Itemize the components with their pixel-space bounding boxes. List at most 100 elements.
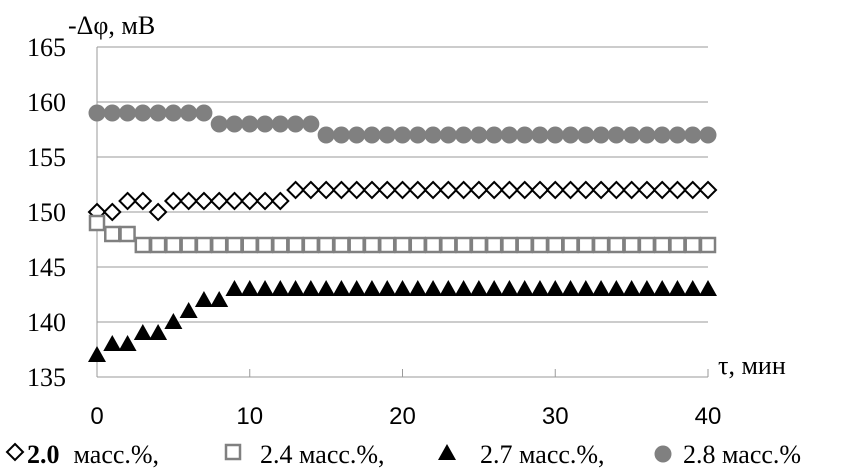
point-s2-37 bbox=[653, 236, 671, 254]
y-tick-label-155: 155 bbox=[27, 143, 66, 172]
point-s3-19 bbox=[378, 280, 397, 296]
point-s2-3 bbox=[134, 236, 152, 254]
point-s1-40 bbox=[698, 180, 718, 200]
point-s1-13 bbox=[286, 180, 305, 200]
point-s1-18 bbox=[362, 180, 382, 200]
point-s1-29 bbox=[530, 180, 550, 200]
point-s1-23 bbox=[438, 180, 458, 200]
point-s1-9 bbox=[225, 191, 244, 211]
point-s4-22 bbox=[424, 126, 442, 144]
point-s4-4 bbox=[149, 104, 167, 122]
point-s3-3 bbox=[133, 324, 152, 340]
series-1 bbox=[87, 180, 718, 222]
point-s4-9 bbox=[225, 115, 243, 133]
point-s1-25 bbox=[469, 180, 489, 200]
point-s1-28 bbox=[515, 180, 535, 200]
point-s2-4 bbox=[149, 236, 167, 254]
point-s3-16 bbox=[332, 280, 351, 296]
y-tick-label-135: 135 bbox=[27, 363, 66, 392]
y-tick-label-145: 145 bbox=[27, 253, 66, 282]
point-s2-22 bbox=[424, 236, 442, 254]
point-s2-0 bbox=[88, 214, 106, 232]
point-s1-34 bbox=[606, 180, 626, 200]
point-s2-38 bbox=[669, 236, 686, 254]
point-s4-21 bbox=[409, 126, 427, 144]
point-s4-13 bbox=[287, 115, 305, 133]
point-s1-19 bbox=[377, 180, 397, 200]
point-s2-6 bbox=[180, 236, 197, 254]
point-s3-32 bbox=[576, 280, 595, 296]
gridlines bbox=[97, 46, 708, 323]
point-s3-23 bbox=[439, 280, 458, 296]
point-s1-26 bbox=[484, 180, 504, 200]
point-s2-25 bbox=[470, 236, 488, 254]
point-s3-17 bbox=[347, 280, 366, 296]
point-s2-26 bbox=[485, 236, 503, 254]
y-tick-labels: 135 140 145 150 155 160 165 bbox=[27, 33, 66, 392]
point-s3-39 bbox=[683, 280, 702, 296]
series-3 bbox=[88, 280, 717, 362]
point-s2-15 bbox=[317, 236, 335, 254]
point-s2-35 bbox=[623, 236, 640, 254]
point-s3-38 bbox=[668, 280, 687, 296]
point-s1-3 bbox=[133, 191, 153, 211]
point-s2-12 bbox=[272, 236, 289, 254]
point-s2-13 bbox=[287, 236, 304, 254]
point-s2-14 bbox=[302, 236, 320, 254]
point-s1-8 bbox=[209, 191, 229, 211]
point-s2-7 bbox=[195, 236, 213, 254]
point-s4-0 bbox=[88, 104, 106, 122]
point-s3-13 bbox=[286, 280, 305, 296]
point-s3-28 bbox=[515, 280, 534, 296]
point-s3-2 bbox=[118, 335, 137, 351]
point-s4-14 bbox=[302, 115, 320, 133]
point-s3-31 bbox=[561, 280, 580, 296]
point-s4-10 bbox=[241, 115, 259, 133]
point-s3-15 bbox=[317, 280, 336, 296]
point-s2-31 bbox=[562, 236, 579, 254]
point-s1-17 bbox=[347, 180, 367, 200]
point-s3-27 bbox=[500, 280, 519, 296]
point-s3-8 bbox=[210, 291, 229, 307]
point-s4-29 bbox=[531, 126, 549, 144]
point-s2-2 bbox=[119, 225, 136, 243]
legend-item-2: 2.4 масс.%, bbox=[224, 440, 385, 469]
point-s4-23 bbox=[439, 126, 457, 144]
point-s1-7 bbox=[194, 191, 214, 211]
point-s1-24 bbox=[454, 180, 474, 200]
point-s4-35 bbox=[623, 126, 641, 144]
point-s4-38 bbox=[668, 126, 686, 144]
point-s1-38 bbox=[668, 180, 687, 200]
point-s1-20 bbox=[393, 180, 412, 200]
point-s2-28 bbox=[516, 236, 533, 254]
point-s2-5 bbox=[165, 236, 182, 254]
legend: 2.0 масс.%, 2.4 масс.%, 2.7 масс.%, 2.8 масс… bbox=[5, 440, 801, 469]
point-s4-39 bbox=[684, 126, 702, 144]
point-s4-20 bbox=[394, 126, 411, 144]
x-tick-label-20: 20 bbox=[389, 403, 416, 430]
series-2 bbox=[88, 214, 717, 254]
point-s1-35 bbox=[622, 180, 642, 200]
point-s2-23 bbox=[440, 236, 457, 254]
point-s3-22 bbox=[424, 280, 443, 296]
point-s3-14 bbox=[301, 280, 320, 296]
point-s4-15 bbox=[317, 126, 335, 144]
point-s3-4 bbox=[149, 324, 168, 340]
point-s4-18 bbox=[363, 126, 381, 144]
point-s4-3 bbox=[134, 104, 152, 122]
point-s3-35 bbox=[622, 280, 641, 296]
point-s2-20 bbox=[394, 236, 411, 254]
legend-label-bold: 2.0 bbox=[27, 440, 60, 469]
legend-item-3: 2.7 масс.%, bbox=[438, 440, 605, 469]
point-s3-25 bbox=[469, 280, 488, 296]
point-s4-1 bbox=[103, 104, 121, 122]
legend-item-4: 2.8 масс.% bbox=[654, 440, 801, 469]
legend-label-3: 2.7 масс.%, bbox=[480, 440, 605, 469]
legend-label-4: 2.8 масс.% bbox=[683, 440, 801, 469]
point-s4-2 bbox=[119, 104, 137, 122]
point-s1-10 bbox=[240, 191, 260, 211]
point-s1-2 bbox=[118, 191, 137, 211]
legend-item-1: 2.0 масс.%, bbox=[5, 440, 159, 469]
x-axis-label: τ, мин bbox=[718, 351, 786, 380]
point-s4-6 bbox=[180, 104, 198, 122]
